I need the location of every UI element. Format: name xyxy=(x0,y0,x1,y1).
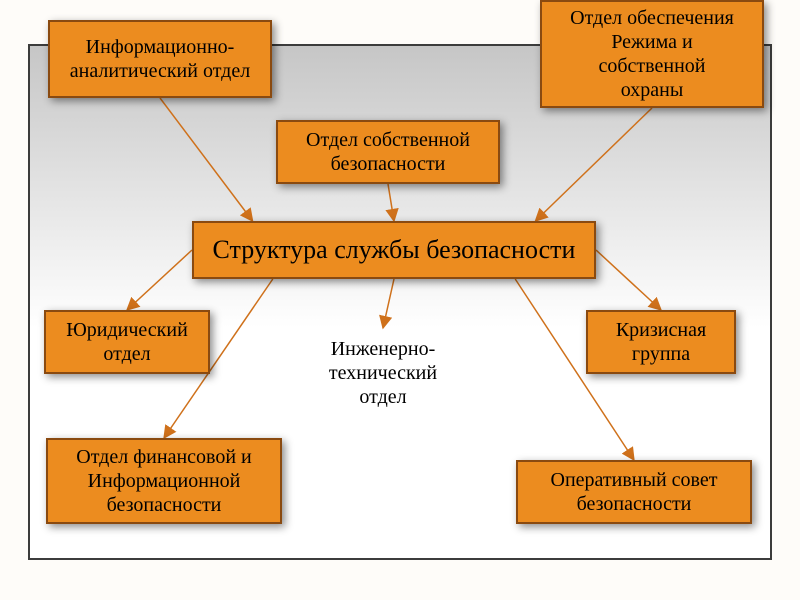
node-own_security: Отдел собственной безопасности xyxy=(276,120,500,184)
node-label: Отдел собственной безопасности xyxy=(306,128,470,176)
node-engineering: Инженерно- технический отдел xyxy=(300,328,466,418)
node-info_analytic: Информационно- аналитический отдел xyxy=(48,20,272,98)
diagram-stage: Структура службы безопасности Информацион… xyxy=(0,0,800,600)
node-regime_guard: Отдел обеспечения Режима и собственной о… xyxy=(540,0,764,108)
node-label: Структура службы безопасности xyxy=(213,234,576,265)
node-label: Отдел обеспечения Режима и собственной о… xyxy=(570,6,734,102)
node-legal: Юридический отдел xyxy=(44,310,210,374)
node-label: Кризисная группа xyxy=(616,318,706,366)
node-operative: Оперативный совет безопасности xyxy=(516,460,752,524)
node-label: Информационно- аналитический отдел xyxy=(70,35,250,83)
node-center: Структура службы безопасности xyxy=(192,221,596,279)
node-fin_info: Отдел финансовой и Информационной безопа… xyxy=(46,438,282,524)
node-crisis: Кризисная группа xyxy=(586,310,736,374)
node-label: Оперативный совет безопасности xyxy=(551,468,718,516)
node-label: Отдел финансовой и Информационной безопа… xyxy=(76,445,252,517)
node-label: Юридический отдел xyxy=(66,318,188,366)
node-label: Инженерно- технический отдел xyxy=(329,337,437,409)
